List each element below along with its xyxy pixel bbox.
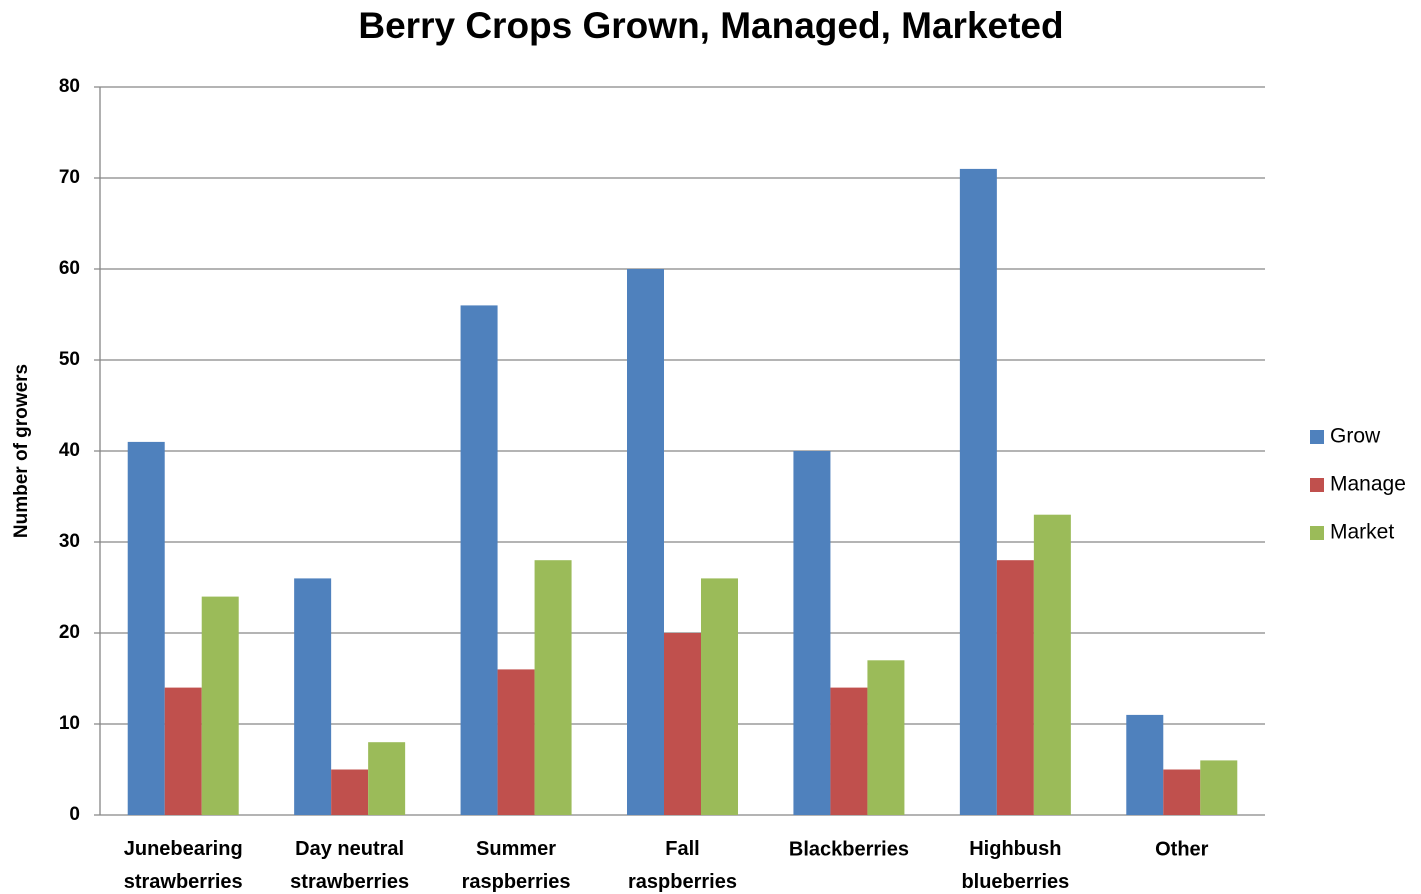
legend-label: Market: [1330, 521, 1394, 544]
legend-label: Manage: [1330, 473, 1406, 496]
bar: [1126, 714, 1164, 815]
bar: [201, 596, 239, 815]
bar: [497, 669, 535, 815]
y-tick-label: 50: [59, 349, 80, 370]
y-tick-label: 80: [59, 76, 80, 97]
y-tick-label: 60: [59, 258, 80, 279]
y-tick-label: 10: [59, 713, 80, 734]
bar: [534, 560, 572, 815]
bar: [164, 687, 202, 815]
x-tick-label: Fall raspberries: [628, 838, 737, 893]
bar: [701, 578, 738, 815]
bar: [830, 687, 868, 815]
bar: [959, 168, 997, 815]
y-tick-label: 40: [59, 440, 80, 461]
bar: [368, 742, 406, 815]
legend-swatch: [1310, 526, 1324, 540]
x-tick-label: Highbush blueberries: [961, 838, 1069, 893]
y-tick-label: 0: [69, 804, 80, 825]
chart-title: Berry Crops Grown, Managed, Marketed: [358, 5, 1063, 46]
y-tick-label: 70: [59, 167, 80, 188]
legend-swatch: [1310, 430, 1324, 444]
bar: [867, 660, 905, 815]
bar: [664, 633, 701, 815]
bar: [1163, 769, 1201, 815]
bar: [460, 305, 498, 815]
y-axis-label: Number of growers: [11, 364, 32, 538]
x-tick-label: Day neutral strawberries: [290, 838, 409, 893]
x-tick-label: Blackberries: [789, 838, 909, 860]
bar: [793, 451, 831, 815]
bar: [294, 578, 332, 815]
bar: [1033, 514, 1071, 815]
y-tick-label: 30: [59, 531, 80, 552]
bar: [331, 769, 369, 815]
bar: [1200, 760, 1238, 815]
bar: [127, 441, 165, 815]
bar: [996, 560, 1034, 815]
bar: [627, 269, 664, 815]
legend-swatch: [1310, 478, 1324, 492]
x-tick-label: Junebearing strawberries: [124, 838, 243, 893]
legend-label: Grow: [1330, 425, 1381, 448]
y-tick-label: 20: [59, 622, 80, 643]
x-tick-label: Other: [1155, 838, 1209, 860]
x-tick-label: Summer raspberries: [462, 838, 571, 893]
